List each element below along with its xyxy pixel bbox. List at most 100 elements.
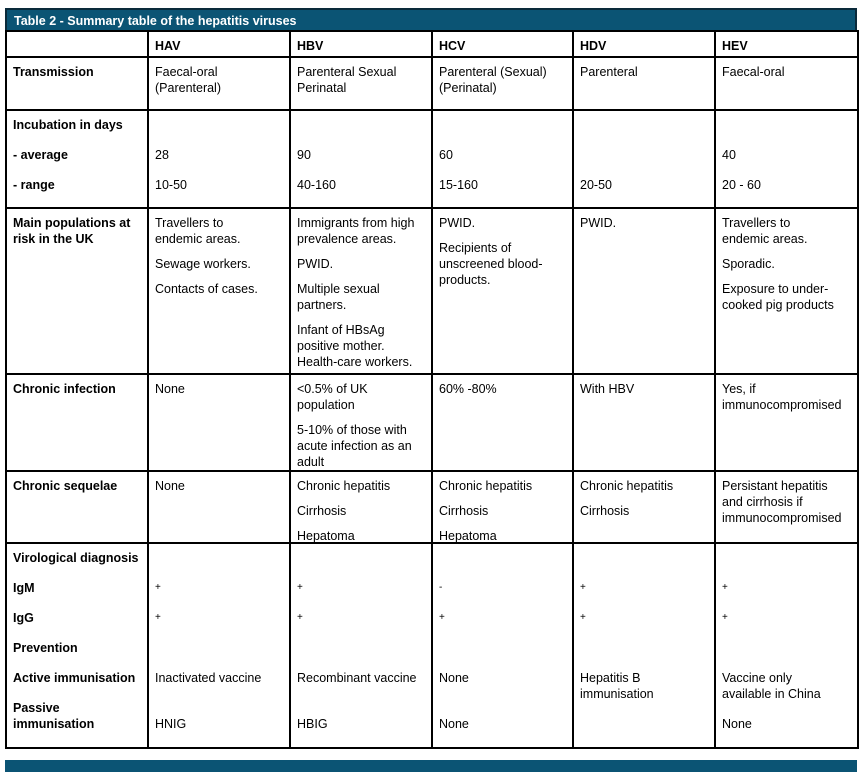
cell-text: 60% -80% — [439, 382, 497, 396]
row-label-cell: Prevention — [5, 634, 149, 664]
row-label: IgM — [13, 581, 35, 595]
table-cell: + — [147, 604, 291, 634]
row-label: Main populations at risk in the UK — [13, 216, 131, 246]
table-cell: Recombinant vaccine — [289, 664, 433, 694]
row-label: IgG — [13, 611, 34, 625]
cell-text: Exposure to under- cooked pig products — [722, 282, 834, 312]
table-title: Table 2 - Summary table of the hepatitis… — [5, 8, 857, 30]
table-cell: Immigrants from high prevalence areas. PW… — [289, 207, 433, 375]
row-label: Prevention — [13, 641, 78, 655]
row-label: - average — [13, 148, 68, 162]
cell-text: Travellers to endemic areas. — [155, 216, 241, 246]
table-cell: + — [147, 574, 291, 604]
cell-text: Vaccine only available in China — [722, 671, 821, 701]
cell-text: None — [155, 382, 185, 396]
table-cell: Travellers to endemic areas. Sporadic. Exp… — [714, 207, 859, 375]
row-label-cell: Chronic infection — [5, 373, 149, 472]
row-label: Active immunisation — [13, 671, 136, 685]
cell-text: With HBV — [580, 382, 635, 396]
table-cell: <0.5% of UK population 5-10% of those wit… — [289, 373, 433, 472]
table-cell: HNIG — [147, 694, 291, 749]
table-row: Chronic sequelae None Chronic hepatitis Cir… — [5, 470, 859, 544]
table-cell — [147, 201, 291, 209]
summary-table-container: Table 2 - Summary table of the hepatitis… — [5, 8, 859, 749]
table-cell — [714, 634, 859, 664]
table-cell — [289, 109, 433, 141]
table-row — [5, 201, 859, 209]
table-cell — [714, 109, 859, 141]
table-cell: None — [147, 373, 291, 472]
table-cell: None — [431, 694, 574, 749]
column-header: HCV — [431, 30, 574, 58]
table-cell: None — [431, 664, 574, 694]
table-cell — [147, 634, 291, 664]
column-header: HDV — [572, 30, 716, 58]
table-cell: + — [289, 604, 433, 634]
row-label: - range — [13, 178, 55, 192]
cell-text: 20 - 60 — [722, 178, 761, 192]
table-cell: Travellers to endemic areas. Sewage worke… — [147, 207, 291, 375]
table-cell: HBIG — [289, 694, 433, 749]
cell-text: <0.5% of UK population — [297, 382, 368, 412]
table-cell — [572, 141, 716, 171]
table-row: Main populations at risk in the UK Travel… — [5, 207, 859, 375]
table-cell: - — [431, 574, 574, 604]
row-label: Incubation in days — [13, 118, 123, 132]
column-header: HBV — [289, 30, 433, 58]
column-header — [5, 30, 149, 58]
table-cell: 28 — [147, 141, 291, 171]
column-header: HEV — [714, 30, 859, 58]
column-header-label: HAV — [155, 39, 181, 53]
cell-text: HBIG — [297, 717, 328, 731]
table-cell: Inactivated vaccine — [147, 664, 291, 694]
row-label-cell: Chronic sequelae — [5, 470, 149, 544]
table-cell — [572, 542, 716, 574]
table-cell — [147, 109, 291, 141]
table-cell — [289, 201, 433, 209]
column-header-label: HEV — [722, 39, 748, 53]
table-cell: Hepatitis B immunisation — [572, 664, 716, 701]
cell-text: + — [297, 582, 303, 593]
cell-text: Chronic hepatitis — [580, 479, 674, 493]
table-cell: Chronic hepatitis Cirrhosis Hepatoma — [431, 470, 574, 544]
table-row: Chronic infection None <0.5% of UK populat… — [5, 373, 859, 472]
row-label-cell — [5, 201, 149, 209]
row-label-cell: Incubation in days — [5, 109, 149, 141]
cell-text: Immigrants from high prevalence areas. — [297, 216, 415, 246]
table-row: Active immunisation Inactivated vaccine Re… — [5, 664, 859, 701]
table-cell: Parenteral Sexual Perinatal — [289, 56, 433, 111]
cell-text: PWID. — [580, 216, 617, 230]
cell-text: Sporadic. — [722, 257, 775, 271]
cell-text: Faecal-oral — [722, 65, 785, 79]
table-cell: Parenteral — [572, 56, 716, 111]
table-cell: 10-50 — [147, 171, 291, 201]
cell-text: Faecal-oral (Parenteral) — [155, 65, 221, 95]
table-cell: Vaccine only available in China — [714, 664, 859, 701]
cell-text: + — [722, 612, 728, 623]
table-row: Passive immunisation HNIG HBIG None None — [5, 694, 859, 749]
cell-text: Chronic hepatitis — [439, 479, 533, 493]
table-cell: 60% -80% — [431, 373, 574, 472]
table-cell: + — [431, 604, 574, 634]
table-cell: PWID. — [572, 207, 716, 375]
table-cell: + — [572, 604, 716, 634]
cell-text: Infant of HBsAg positive mother. Health-… — [297, 323, 413, 369]
table-cell — [289, 542, 433, 574]
table-cell — [572, 109, 716, 141]
table-cell: 20-50 — [572, 171, 716, 201]
row-label-cell: Main populations at risk in the UK — [5, 207, 149, 375]
row-label-cell: IgM — [5, 574, 149, 604]
table-cell — [431, 201, 574, 209]
cell-text: Parenteral Sexual Perinatal — [297, 65, 397, 95]
row-label: Chronic sequelae — [13, 479, 118, 493]
cell-text: + — [297, 612, 303, 623]
table-cell: None — [714, 694, 859, 749]
next-table-title-bar — [5, 760, 857, 772]
table-cell — [572, 694, 716, 749]
table-row: - range 10-50 40-160 15-160 20-50 20 - 60 — [5, 171, 859, 201]
cell-text: + — [580, 582, 586, 593]
table-cell: With HBV — [572, 373, 716, 472]
cell-text: None — [155, 479, 185, 493]
table-row: IgG + + + + + — [5, 604, 859, 634]
table-cell: + — [572, 574, 716, 604]
